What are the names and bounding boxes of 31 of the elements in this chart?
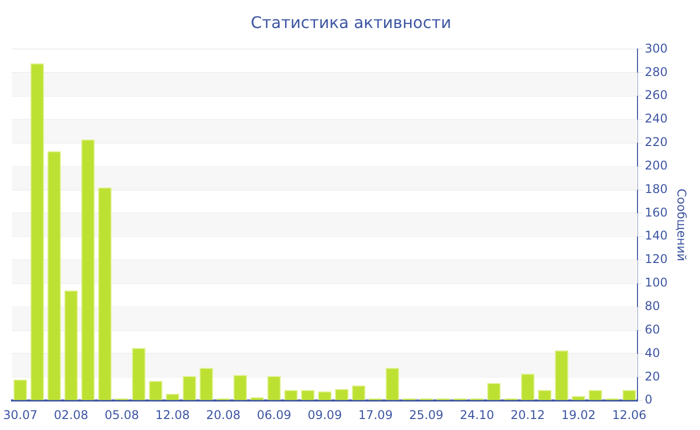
x-tick-label: 24.10 [460, 408, 494, 422]
x-tick-label: 19.02 [561, 408, 596, 422]
y-tick-label: 160 [644, 205, 668, 220]
x-tick-label: 09.09 [308, 408, 342, 422]
y-tick-label: 40 [644, 346, 660, 360]
x-tick-label: 20.12 [510, 408, 545, 422]
chart-title: Статистика активности [250, 12, 452, 32]
y-tick-label: 300 [644, 41, 668, 56]
x-tick-label: 25.09 [409, 408, 444, 422]
y-tick-label: 260 [644, 88, 668, 102]
x-tick-label: 06.09 [256, 408, 292, 422]
y-tick-label: 100 [644, 276, 668, 290]
y-tick-label: 60 [644, 322, 660, 336]
y-tick-label: 240 [644, 112, 668, 126]
x-tick-label: 20.08 [206, 408, 240, 422]
y-tick-label: 120 [644, 252, 668, 266]
x-tick-label: 05.08 [104, 408, 139, 422]
y-tick-label: 280 [644, 64, 668, 79]
y-tick-label: 180 [644, 182, 668, 196]
y-tick-label: 200 [644, 158, 668, 172]
x-tick-label: 02.08 [54, 408, 88, 422]
x-tick-label: 12.08 [155, 408, 190, 422]
y-tick-label: 20 [644, 369, 660, 384]
x-tick-label: 12.06 [612, 408, 646, 422]
y-tick-label: 0 [644, 392, 652, 407]
y-tick-label: 220 [644, 135, 668, 150]
x-tick-label: 30.07 [3, 408, 38, 422]
x-tick-label: 17.09 [358, 408, 393, 422]
y-axis-title: Сообщений [674, 188, 689, 262]
y-tick-label: 80 [644, 299, 660, 314]
y-tick-label: 140 [644, 228, 668, 243]
